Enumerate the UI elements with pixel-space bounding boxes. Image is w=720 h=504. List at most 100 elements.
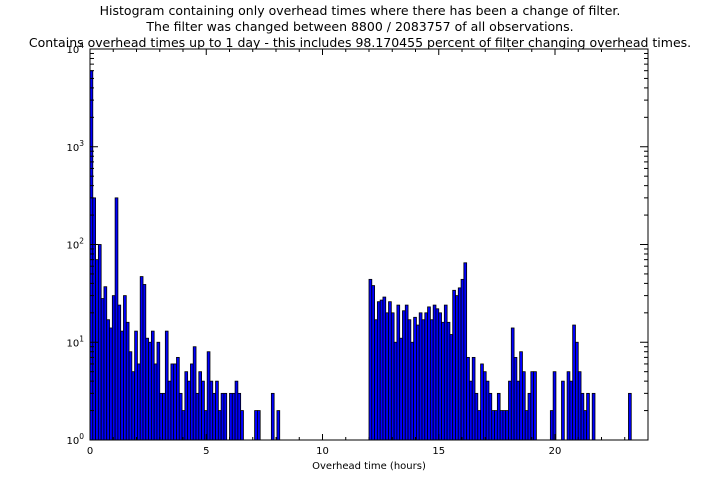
histogram-bar: [432, 304, 437, 441]
histogram-bar: [457, 287, 462, 441]
histogram-bar: [178, 392, 183, 441]
histogram-bar: [114, 197, 119, 441]
histogram-bar: [446, 321, 451, 441]
histogram-bar: [106, 319, 110, 441]
histogram-bar: [485, 380, 490, 441]
histogram-bar: [552, 371, 557, 441]
x-tick-label: 15: [432, 446, 445, 457]
histogram-bar: [561, 380, 565, 441]
histogram-bar: [524, 410, 529, 441]
histogram-bar: [120, 330, 124, 441]
histogram-bar: [530, 371, 535, 441]
histogram-bar: [198, 371, 202, 441]
histogram-bar: [438, 312, 442, 441]
histogram-bar: [190, 363, 194, 441]
histogram-bar: [628, 392, 632, 441]
bars-layer: [89, 70, 632, 441]
histogram-bar: [455, 295, 459, 441]
histogram-bar: [212, 392, 216, 441]
histogram-bar: [508, 380, 512, 441]
histogram-bar: [496, 392, 501, 441]
histogram-bar: [482, 371, 487, 441]
histogram-bar: [443, 304, 448, 441]
histogram-bar: [460, 278, 465, 441]
histogram-bar: [100, 298, 105, 441]
histogram-bar: [418, 312, 423, 441]
histogram-bar: [181, 410, 186, 441]
histogram-bar: [410, 341, 415, 441]
histogram-bar: [270, 392, 275, 441]
histogram-bar: [192, 346, 197, 441]
x-tick-label: 0: [87, 446, 93, 457]
histogram-bar: [586, 392, 590, 441]
histogram-bar: [223, 392, 228, 441]
histogram-bar: [256, 410, 261, 441]
histogram-bar: [125, 321, 130, 441]
histogram-bar: [117, 304, 122, 441]
histogram-bar: [424, 312, 428, 441]
histogram-bar: [421, 319, 426, 441]
title-line-3: Contains overhead times up to 1 day - th…: [28, 35, 692, 50]
histogram-bar: [97, 244, 102, 441]
histogram-bar: [128, 351, 133, 441]
histogram-bar: [510, 327, 515, 441]
histogram-bar: [176, 356, 180, 441]
histogram-bar: [435, 308, 440, 441]
histogram-bar: [215, 380, 219, 441]
histogram-bar: [583, 410, 588, 441]
histogram-bar: [376, 301, 381, 441]
histogram-bar: [480, 363, 484, 441]
histogram-bar: [254, 410, 258, 441]
histogram-bar: [92, 197, 96, 441]
histogram-bar: [452, 289, 456, 441]
histogram-bar: [533, 371, 537, 441]
histogram-bar: [142, 284, 147, 441]
histogram-bar: [109, 327, 113, 441]
histogram-bar: [413, 316, 417, 441]
histogram-bar: [201, 380, 205, 441]
histogram-bar: [429, 319, 434, 441]
histogram-bar: [184, 371, 189, 441]
histogram-bar: [187, 380, 191, 441]
histogram-bar: [393, 341, 398, 441]
histogram-bar: [153, 363, 158, 441]
histogram-bar: [463, 262, 468, 441]
y-tick-label: 101: [66, 334, 84, 349]
x-tick-label: 20: [549, 446, 562, 457]
histogram-bar: [399, 337, 403, 441]
histogram-bar: [491, 410, 495, 441]
histogram-bar: [488, 392, 493, 441]
histogram-bar: [170, 363, 175, 441]
histogram-bar: [150, 330, 155, 441]
histogram-bar: [164, 330, 169, 441]
histogram-bar: [145, 337, 149, 441]
histogram-bar: [195, 392, 200, 441]
histogram-bar: [477, 410, 481, 441]
histogram-bar: [173, 363, 177, 441]
histogram-bar: [123, 295, 127, 441]
histogram-bar: [505, 410, 509, 441]
histogram-bar: [162, 392, 166, 441]
y-tick-label: 103: [66, 139, 84, 154]
y-tick-label: 104: [66, 41, 84, 56]
histogram-bar: [156, 341, 161, 441]
histogram-bar: [416, 324, 420, 441]
histogram-bar: [580, 392, 585, 441]
histogram-bar: [111, 295, 116, 441]
histogram-bar: [276, 410, 281, 441]
histogram-bar: [374, 319, 378, 441]
ticks-layer: 0 5 10 15 20 100 101 102 103 104: [66, 41, 648, 457]
histogram-bar: [449, 334, 454, 441]
histogram-bar: [159, 392, 163, 441]
histogram-bar: [522, 371, 526, 441]
title-line-2: The filter was changed between 8800 / 20…: [146, 19, 574, 34]
histogram-bar: [466, 356, 470, 441]
histogram-bar: [527, 392, 532, 441]
histogram-bar: [385, 312, 389, 441]
chart-title: Histogram containing only overhead times…: [0, 3, 720, 51]
histogram-bar: [502, 410, 507, 441]
histogram-bar: [516, 380, 521, 441]
histogram-bar: [229, 392, 233, 441]
